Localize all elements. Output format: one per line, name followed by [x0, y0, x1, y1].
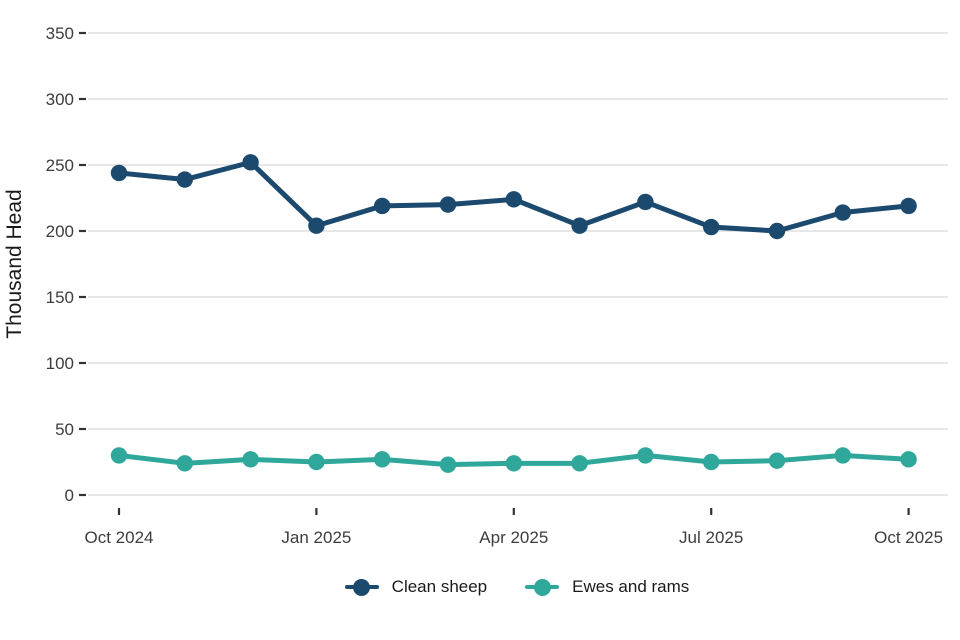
y-axis-title: Thousand Head	[3, 189, 26, 338]
y-tick-label-50: 50	[55, 420, 74, 439]
data-point-0-10	[768, 222, 786, 240]
data-point-0-6	[505, 191, 522, 208]
legend-label: Clean sheep	[391, 577, 488, 596]
data-point-1-8	[637, 447, 654, 464]
data-point-0-1	[176, 171, 193, 188]
data-point-1-5	[439, 456, 457, 473]
x-tick-label: Oct 2024	[85, 528, 154, 547]
y-tick-label-150: 150	[46, 288, 74, 307]
data-point-1-10	[768, 452, 786, 469]
data-point-0-5	[439, 196, 457, 213]
legend-marker-line-dot-icon	[525, 578, 560, 596]
data-point-1-6	[505, 455, 522, 472]
data-point-1-1	[176, 455, 193, 472]
y-tick-label-200: 200	[46, 222, 74, 241]
data-point-0-7	[571, 217, 588, 234]
y-tick-label-250: 250	[46, 156, 74, 175]
data-point-0-11	[834, 204, 851, 221]
data-point-0-8	[637, 193, 654, 211]
data-point-1-9	[703, 453, 720, 471]
data-point-0-0	[110, 164, 128, 182]
data-point-0-9	[703, 218, 720, 236]
data-point-1-2	[242, 451, 259, 468]
data-point-1-12	[900, 451, 917, 468]
data-point-0-2	[242, 154, 259, 171]
y-tick-label-300: 300	[46, 90, 74, 109]
legend-item-ewes-and-rams: Ewes and rams	[525, 578, 689, 596]
x-tick-label: Jul 2025	[679, 528, 743, 547]
data-point-1-4	[374, 451, 391, 468]
x-tick-label: Oct 2025	[874, 528, 943, 547]
data-point-0-4	[374, 197, 391, 215]
legend-marker-line-dot-icon	[344, 578, 379, 596]
data-point-0-3	[308, 217, 325, 234]
data-point-1-3	[308, 453, 325, 471]
y-tick-label-0: 0	[65, 486, 74, 505]
x-tick-label: Jan 2025	[281, 528, 351, 547]
legend-dot-swatch	[533, 578, 551, 596]
data-point-1-0	[110, 447, 128, 464]
data-point-0-12	[900, 197, 917, 215]
chart-canvas: 0 50 100 150 200 250 300 350 Oct 2024 Jan 2025 Apr…	[3, 24, 948, 547]
legend-dot-swatch	[353, 578, 371, 596]
legend-item-clean-sheep: Clean sheep	[344, 577, 488, 596]
y-tick-label-350: 350	[46, 24, 74, 43]
data-point-1-7	[571, 455, 588, 472]
chart-legend: Clean sheep Ewes and rams	[86, 578, 948, 596]
x-tick-label: Apr 2025	[479, 528, 548, 547]
legend-label: Ewes and rams	[572, 577, 690, 596]
data-point-1-11	[834, 447, 851, 464]
y-tick-label-100: 100	[46, 354, 74, 373]
